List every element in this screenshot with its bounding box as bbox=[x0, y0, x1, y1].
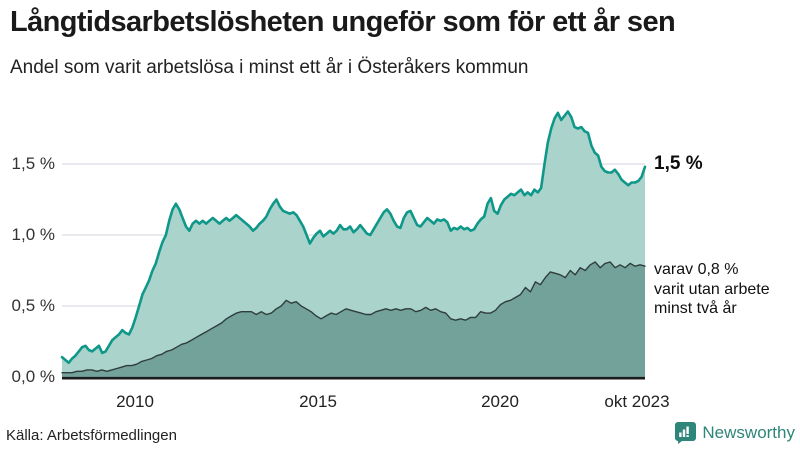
newsworthy-logo-icon bbox=[675, 422, 697, 444]
line-1 bbox=[61, 261, 646, 374]
chart-subtitle: Andel som varit arbetslösa i minst ett å… bbox=[10, 57, 529, 78]
annotation-line-2: varit utan arbete bbox=[654, 280, 770, 298]
x-axis-tick-okt-2023: okt 2023 bbox=[604, 392, 670, 411]
line-0 bbox=[60, 110, 647, 365]
y-axis-tick-1-5: 1,5 % bbox=[11, 154, 55, 173]
newsworthy-wordmark: Newsworthy bbox=[702, 423, 795, 442]
newsworthy-brand: Newsworthy bbox=[675, 422, 795, 444]
annotation-line-3: minst två år bbox=[654, 300, 737, 317]
y-axis-tick-0-5: 0,5 % bbox=[11, 296, 55, 315]
y-axis-tick-0-0: 0,0 % bbox=[11, 367, 55, 386]
page-title: Långtidsarbetslösheten ungeför som för e… bbox=[10, 6, 676, 38]
area-1 bbox=[62, 262, 645, 377]
x-axis-tick-2020: 2020 bbox=[481, 392, 519, 411]
y-axis-tick-1-0: 1,0 % bbox=[11, 225, 55, 244]
x-axis-tick-2010: 2010 bbox=[116, 392, 154, 411]
series-end-value-label: 1,5 % bbox=[654, 153, 703, 174]
x-axis-tick-2015: 2015 bbox=[299, 392, 337, 411]
series-two-year-annotation: varav 0,8 % varit utan arbete minst två … bbox=[654, 260, 770, 319]
source-caption: Källa: Arbetsförmedlingen bbox=[6, 427, 177, 444]
annotation-line-1: varav 0,8 % bbox=[654, 261, 739, 278]
